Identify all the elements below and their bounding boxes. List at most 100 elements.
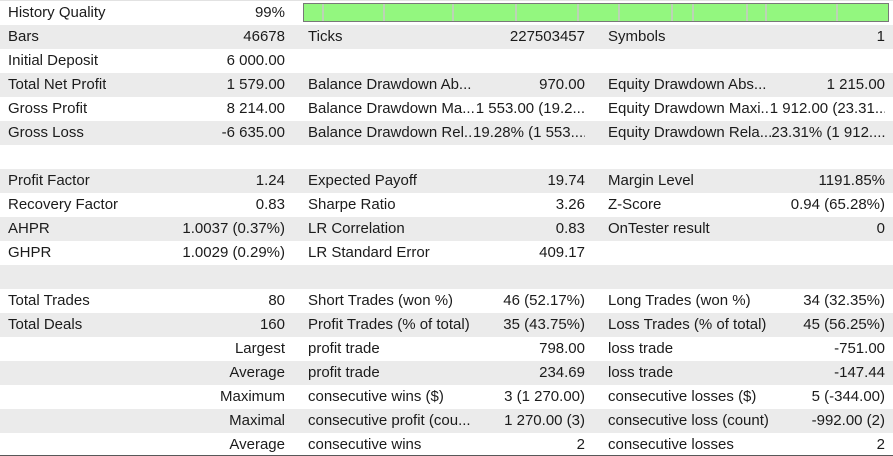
metric-cell: Short Trades (won %) 46 (52.17%) (300, 289, 600, 313)
metric-cell (600, 265, 893, 289)
metric-label: profit trade (308, 340, 380, 357)
metric-value: 80 (268, 292, 285, 309)
metric-cell (300, 265, 600, 289)
report-row (0, 145, 893, 169)
report-row: Initial Deposit 6 000.00 (0, 49, 893, 73)
metric-label: Balance Drawdown Rel... (308, 124, 474, 141)
metric-cell: Profit Factor 1.24 (0, 169, 300, 193)
metric-cell: Margin Level 1191.85% (600, 169, 893, 193)
metric-label: Equity Drawdown Abs... (608, 76, 767, 93)
metric-value: 46678 (243, 28, 285, 45)
report-row: AHPR 1.0037 (0.37%) LR Correlation 0.83 OnTe… (0, 217, 893, 241)
metric-value: 1191.85% (818, 172, 885, 189)
metric-value: 35 (43.75%) (503, 316, 585, 333)
progress-bar-fill (304, 4, 888, 21)
metric-label: consecutive wins ($) (308, 388, 444, 405)
metric-value: -147.44 (834, 364, 885, 381)
metric-value: 1 553.00 (19.2... (475, 100, 585, 117)
progress-segment-divider (322, 4, 325, 21)
metric-label: Expected Payoff (308, 172, 417, 189)
metric-cell: Total Trades 80 (0, 289, 300, 313)
metric-cell: Gross Profit 8 214.00 (0, 97, 300, 121)
history-quality-progress-bar (303, 3, 889, 22)
metric-cell: Bars 46678 (0, 25, 300, 49)
metric-value: 0 (876, 220, 885, 237)
metric-label: consecutive profit (cou... (308, 412, 471, 429)
progress-segment-divider (765, 4, 768, 21)
metric-label: LR Correlation (308, 220, 405, 237)
metric-label: Equity Drawdown Maxi... (608, 100, 770, 117)
metric-value: 0.83 (555, 220, 585, 237)
metric-value: 1 579.00 (226, 76, 285, 93)
metric-label: Sharpe Ratio (308, 196, 396, 213)
report-row: Average consecutive wins 2 consecutive loss… (0, 433, 893, 455)
report-row: Recovery Factor 0.83 Sharpe Ratio 3.26 Z-Sco… (0, 193, 893, 217)
progress-segment-divider (617, 4, 620, 21)
metric-value: 19.74 (547, 172, 585, 189)
metric-value: Maximal (229, 412, 285, 429)
metric-value: Average (229, 364, 285, 381)
report-row: Gross Profit 8 214.00 Balance Drawdown Ma.… (0, 97, 893, 121)
progress-segment-divider (671, 4, 674, 21)
metric-value: -6 635.00 (221, 124, 285, 141)
report-row: Profit Factor 1.24 Expected Payoff 19.74 Mar… (0, 169, 893, 193)
metric-value: -992.00 (2) (811, 412, 885, 429)
metric-value: Average (229, 436, 285, 453)
metric-label: Bars (8, 28, 39, 45)
metric-cell: Balance Drawdown Ab... 970.00 (300, 73, 600, 97)
metric-value: 1 912.00 (23.31... (769, 100, 885, 117)
metric-value: 34 (32.35%) (803, 292, 885, 309)
metric-label: profit trade (308, 364, 380, 381)
report-row: Bars 46678 Ticks 227503457 Symbols 1 (0, 25, 893, 49)
metric-cell: Maximum (0, 385, 300, 409)
metric-value: 970.00 (539, 76, 585, 93)
metric-label: Loss Trades (% of total) (608, 316, 767, 333)
metric-value: 160 (259, 316, 285, 333)
metric-cell: consecutive losses 2 (600, 433, 893, 455)
metric-value: 1.0037 (0.37%) (182, 220, 285, 237)
metric-label: Margin Level (608, 172, 694, 189)
metric-cell: consecutive losses ($) 5 (-344.00) (600, 385, 893, 409)
metric-value: 19.28% (1 553.... (473, 124, 585, 141)
metric-value: 798.00 (539, 340, 585, 357)
metric-value: Maximum (219, 388, 285, 405)
metric-cell (0, 265, 300, 289)
metric-cell: loss trade -147.44 (600, 361, 893, 385)
metric-label: Total Deals (8, 316, 83, 333)
metric-cell: GHPR 1.0029 (0.29%) (0, 241, 300, 265)
metric-cell: LR Correlation 0.83 (300, 217, 600, 241)
metric-label: consecutive wins (308, 436, 422, 453)
metric-label: consecutive loss (count) (608, 412, 769, 429)
metric-cell: consecutive loss (count) -992.00 (2) (600, 409, 893, 433)
report-row: Average profit trade 234.69 loss trade -147.… (0, 361, 893, 385)
metric-cell: Recovery Factor 0.83 (0, 193, 300, 217)
metric-label: Short Trades (won %) (308, 292, 454, 309)
metric-label: consecutive losses (608, 436, 734, 453)
metric-label: GHPR (8, 244, 52, 261)
metric-label: Long Trades (won %) (608, 292, 751, 309)
metric-cell: OnTester result 0 (600, 217, 893, 241)
metric-label: Z-Score (608, 196, 662, 213)
metric-value: 8 214.00 (226, 100, 285, 117)
metric-cell: Average (0, 361, 300, 385)
progress-segment-divider (452, 4, 455, 21)
metric-value: 1 215.00 (826, 76, 885, 93)
metric-value: 0.83 (255, 196, 285, 213)
metric-cell: History Quality 99% (0, 1, 300, 25)
metric-cell (0, 145, 300, 169)
metric-cell: Largest (0, 337, 300, 361)
metric-cell: LR Standard Error 409.17 (300, 241, 600, 265)
metric-value: 2 (576, 436, 585, 453)
metric-cell: profit trade 234.69 (300, 361, 600, 385)
metric-value: 1 270.00 (3) (504, 412, 585, 429)
metric-cell: consecutive wins ($) 3 (1 270.00) (300, 385, 600, 409)
metric-label: Recovery Factor (8, 196, 119, 213)
progress-bar-area (300, 1, 893, 25)
metric-label: consecutive losses ($) (608, 388, 757, 405)
progress-segment-divider (691, 4, 694, 21)
metric-cell: consecutive wins 2 (300, 433, 600, 455)
report-row (0, 265, 893, 289)
metric-label: Balance Drawdown Ab... (308, 76, 472, 93)
metric-value: 6 000.00 (226, 52, 285, 69)
